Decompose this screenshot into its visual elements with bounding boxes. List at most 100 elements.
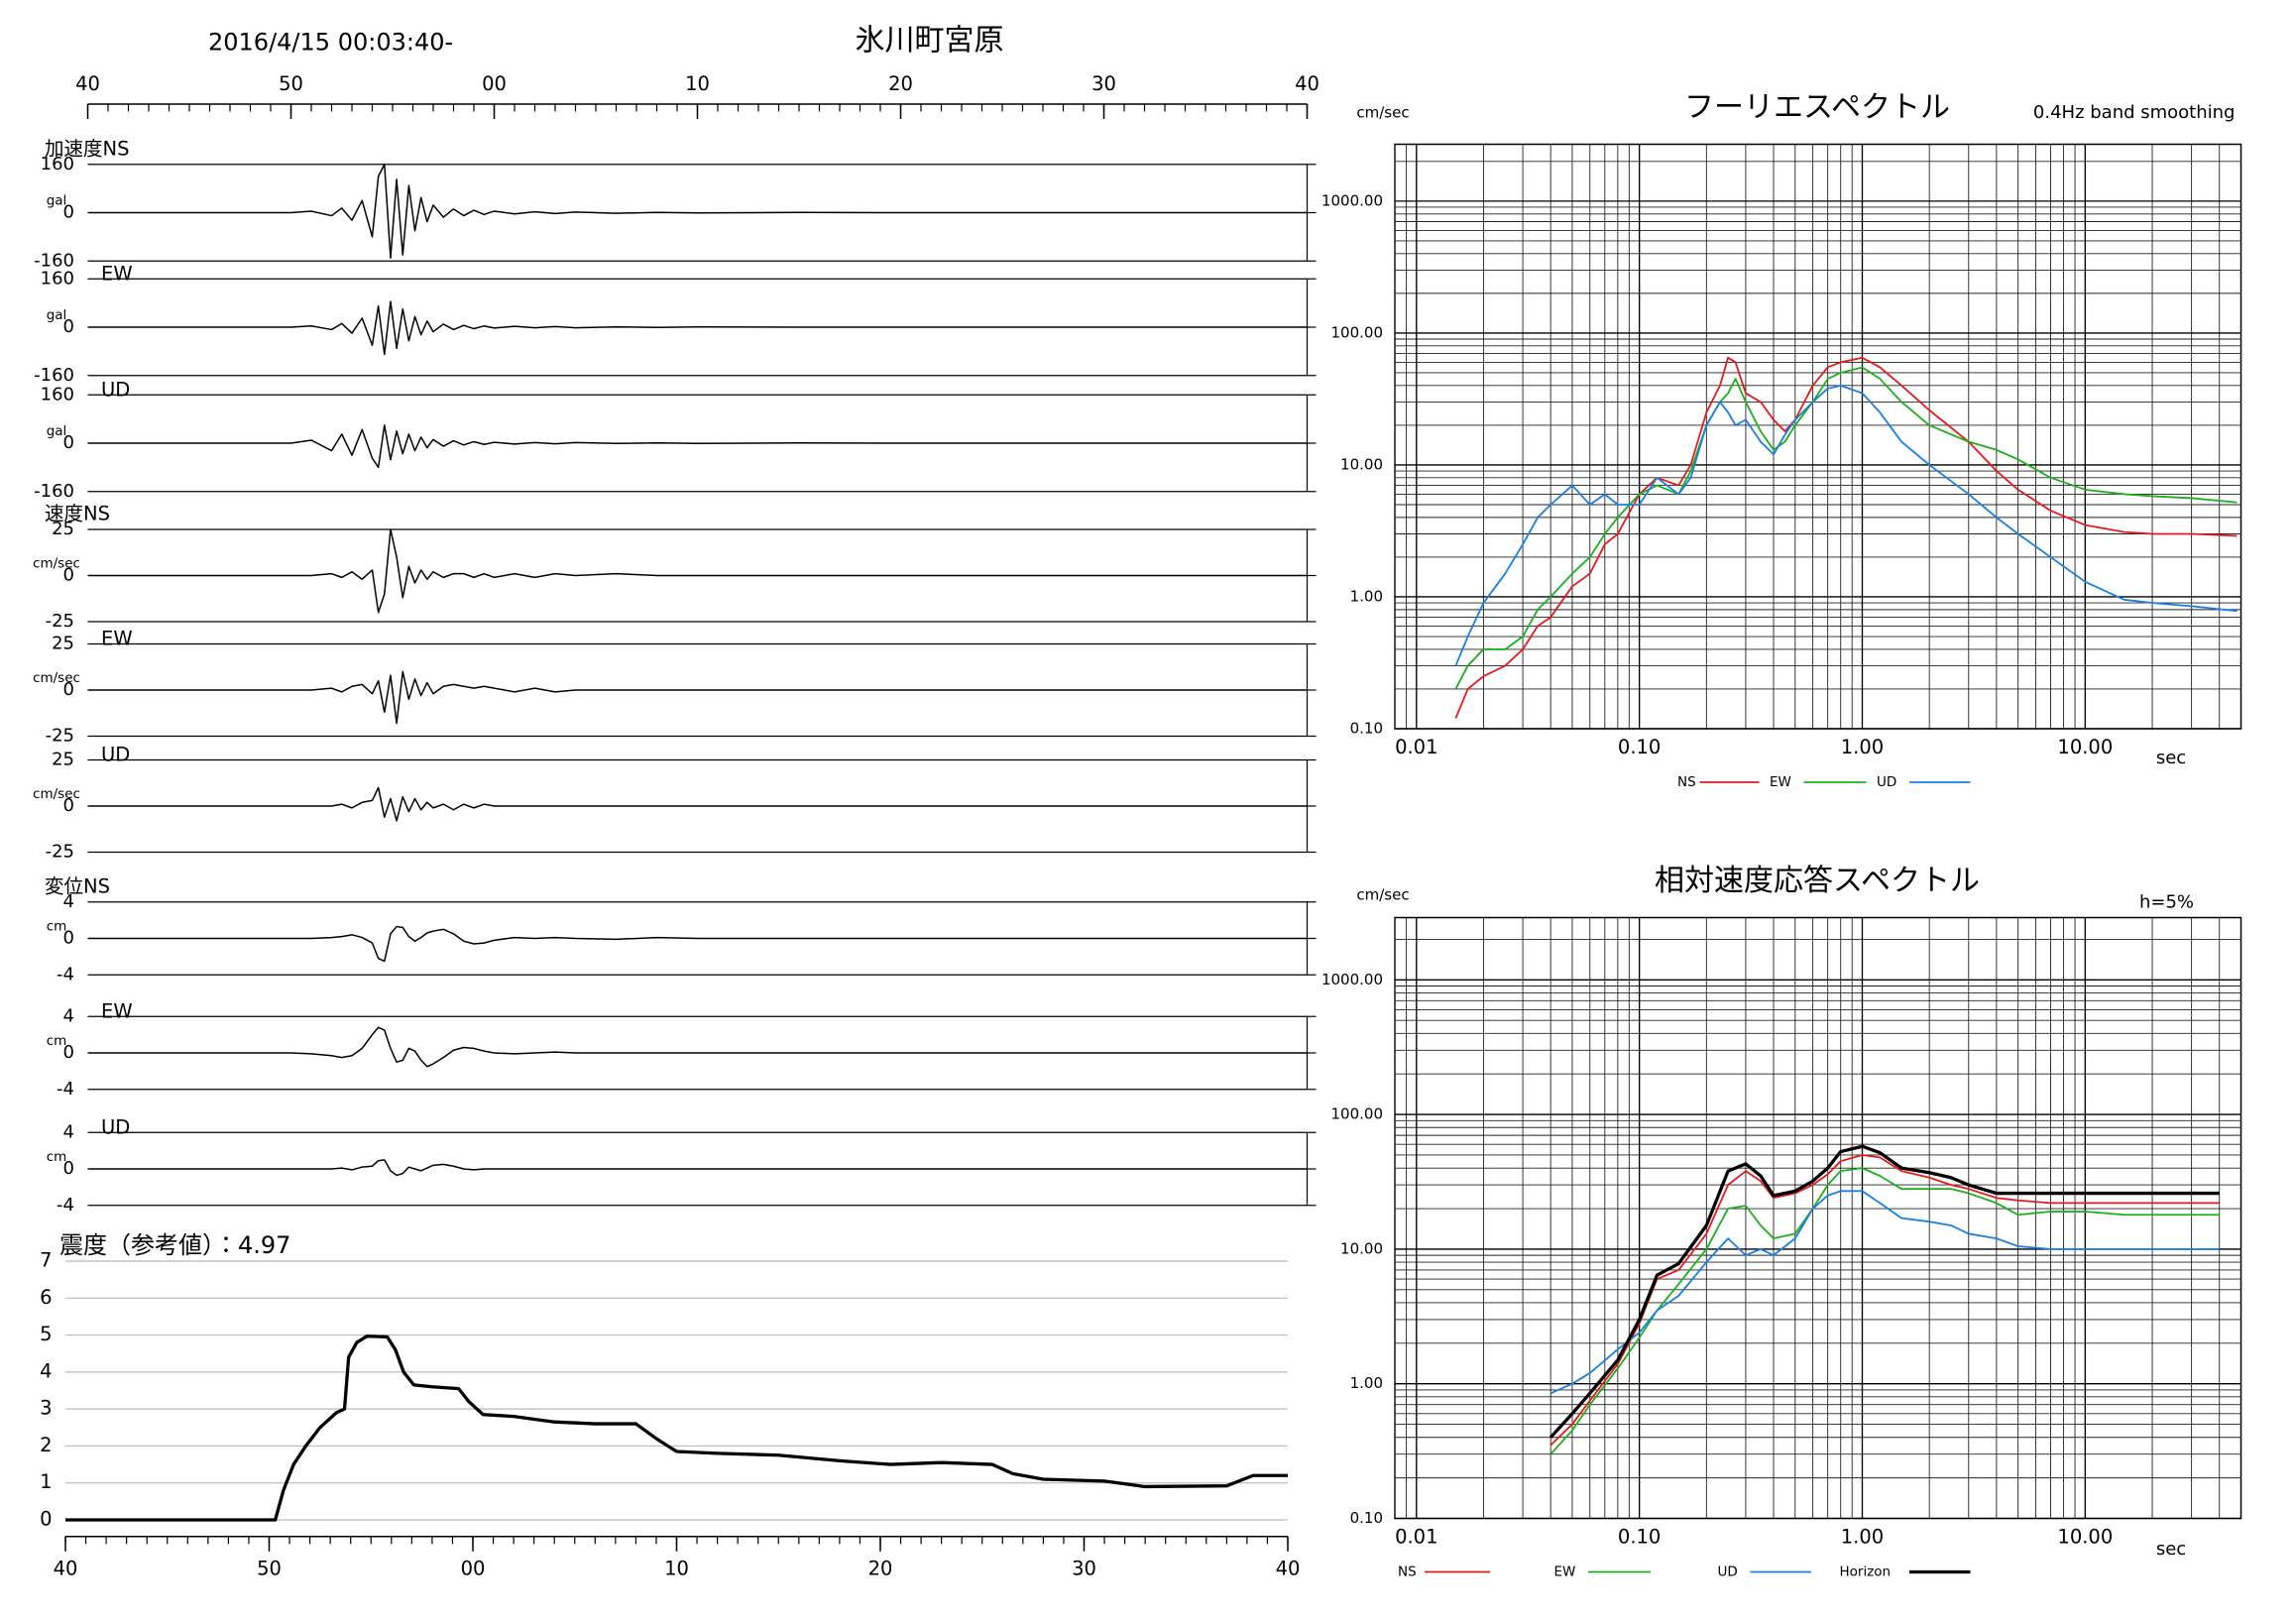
panel-label: EW: [101, 262, 133, 285]
y-tick-label: 6: [40, 1286, 52, 1309]
y-tick-label: 100.00: [1331, 1105, 1384, 1123]
y-tick-label: -4: [57, 964, 74, 985]
waveform: [87, 1159, 1308, 1177]
panel-label: 変位NS: [45, 874, 110, 897]
y-tick-label: 1000.00: [1321, 191, 1383, 209]
waveform: [87, 528, 1308, 614]
unit-label: cm/sec: [33, 786, 80, 802]
y-tick-label: 1.00: [1350, 1374, 1383, 1392]
waveform: [87, 670, 1308, 725]
panel-label: 加速度NS: [45, 137, 129, 160]
record-time: 2016/4/15 00:03:40-: [208, 29, 453, 57]
panel-label: UD: [101, 1115, 130, 1138]
unit-label: cm: [47, 1033, 67, 1049]
legend-label: UD: [1718, 1565, 1738, 1580]
y-tick-label: 0: [63, 202, 74, 223]
x-tick-label: 00: [482, 72, 507, 95]
waveform: [87, 164, 1308, 259]
response-y-label: cm/sec: [1356, 886, 1409, 904]
station-name: 氷川町宮原: [856, 24, 1004, 58]
x-tick-label: 10.00: [2057, 1526, 2113, 1549]
x-tick-label: 20: [888, 72, 913, 95]
spectrum-line: [1454, 366, 2238, 690]
y-tick-label: 0: [63, 432, 74, 453]
panel-label: 速度NS: [45, 503, 110, 525]
response-title: 相対速度応答スペクトル: [1655, 864, 1980, 898]
y-tick-label: 4: [63, 1005, 74, 1026]
x-tick-label: 0.01: [1395, 736, 1437, 758]
legend-label: NS: [1677, 774, 1696, 790]
y-tick-label: -4: [57, 1079, 74, 1100]
y-tick-label: 1000.00: [1321, 971, 1383, 988]
y-tick-label: 25: [52, 519, 74, 539]
y-tick-label: 10.00: [1340, 455, 1383, 473]
legend-label: UD: [1877, 774, 1896, 790]
y-tick-label: -160: [34, 481, 74, 502]
waveform: [87, 786, 1308, 822]
y-tick-label: -25: [46, 842, 74, 863]
y-tick-label: 0: [63, 795, 74, 816]
y-tick-label: 10.00: [1340, 1239, 1383, 1257]
x-tick-label: 10: [685, 72, 710, 95]
legend-label: Horizon: [1840, 1565, 1892, 1580]
legend-label: NS: [1398, 1565, 1417, 1580]
y-tick-label: -25: [46, 611, 74, 632]
x-tick-label: 40: [75, 72, 100, 95]
y-tick-label: -4: [57, 1195, 74, 1216]
y-tick-label: 1: [40, 1470, 52, 1493]
x-tick-label: 30: [1072, 1557, 1096, 1579]
y-tick-label: -25: [46, 726, 74, 747]
y-tick-label: 3: [40, 1397, 52, 1420]
x-tick-label: 40: [1295, 72, 1320, 95]
spectrum-line: [1550, 1190, 2220, 1395]
x-tick-label: 10: [664, 1557, 689, 1579]
x-tick-label: 40: [1276, 1557, 1301, 1579]
waveform: [87, 925, 1308, 963]
spectrum-line: [1454, 384, 2238, 666]
legend-label: EW: [1770, 774, 1791, 790]
fourier-y-label: cm/sec: [1356, 104, 1409, 122]
panel-label: UD: [101, 744, 130, 766]
y-tick-label: 5: [40, 1323, 52, 1345]
y-tick-label: 0: [63, 565, 74, 586]
y-tick-label: 0: [63, 928, 74, 949]
y-tick-label: 160: [41, 154, 74, 174]
panel-label: EW: [101, 628, 133, 650]
x-tick-label: 1.00: [1841, 1526, 1884, 1549]
y-tick-label: 25: [52, 750, 74, 770]
y-tick-label: 1.00: [1350, 587, 1383, 605]
x-tick-label: 50: [257, 1557, 282, 1579]
y-tick-label: -160: [34, 365, 74, 386]
y-tick-label: 0: [63, 316, 74, 337]
response-x-label: sec: [2156, 1539, 2186, 1560]
y-tick-label: 25: [52, 634, 74, 654]
unit-label: cm/sec: [33, 556, 80, 572]
panel-label: EW: [101, 999, 133, 1022]
panel-label: UD: [101, 378, 130, 401]
y-tick-label: 4: [63, 1121, 74, 1142]
y-tick-label: 160: [41, 384, 74, 405]
intensity-line: [65, 1334, 1288, 1522]
fourier-subtitle: 0.4Hz band smoothing: [2033, 102, 2236, 123]
y-tick-label: 0: [40, 1508, 52, 1531]
fourier-title: フーリエスペクトル: [1684, 90, 1950, 125]
y-tick-label: 0: [63, 679, 74, 700]
fourier-x-label: sec: [2156, 748, 2186, 768]
y-tick-label: 100.00: [1331, 323, 1384, 341]
waveform: [87, 423, 1308, 469]
x-tick-label: 00: [461, 1557, 486, 1579]
unit-label: gal: [47, 423, 67, 439]
y-tick-label: 4: [40, 1359, 52, 1382]
intensity-title: 震度（参考値）：4.97: [59, 1231, 290, 1259]
x-tick-label: 40: [54, 1557, 78, 1579]
y-tick-label: 0: [63, 1042, 74, 1063]
x-tick-label: 20: [868, 1557, 893, 1579]
unit-label: cm/sec: [33, 670, 80, 686]
legend-label: EW: [1554, 1565, 1576, 1580]
x-tick-label: 1.00: [1841, 736, 1884, 758]
y-tick-label: 2: [40, 1434, 52, 1456]
x-tick-label: 50: [279, 72, 303, 95]
x-tick-label: 0.01: [1395, 1526, 1437, 1549]
x-tick-label: 30: [1091, 72, 1116, 95]
unit-label: cm: [47, 1149, 67, 1165]
